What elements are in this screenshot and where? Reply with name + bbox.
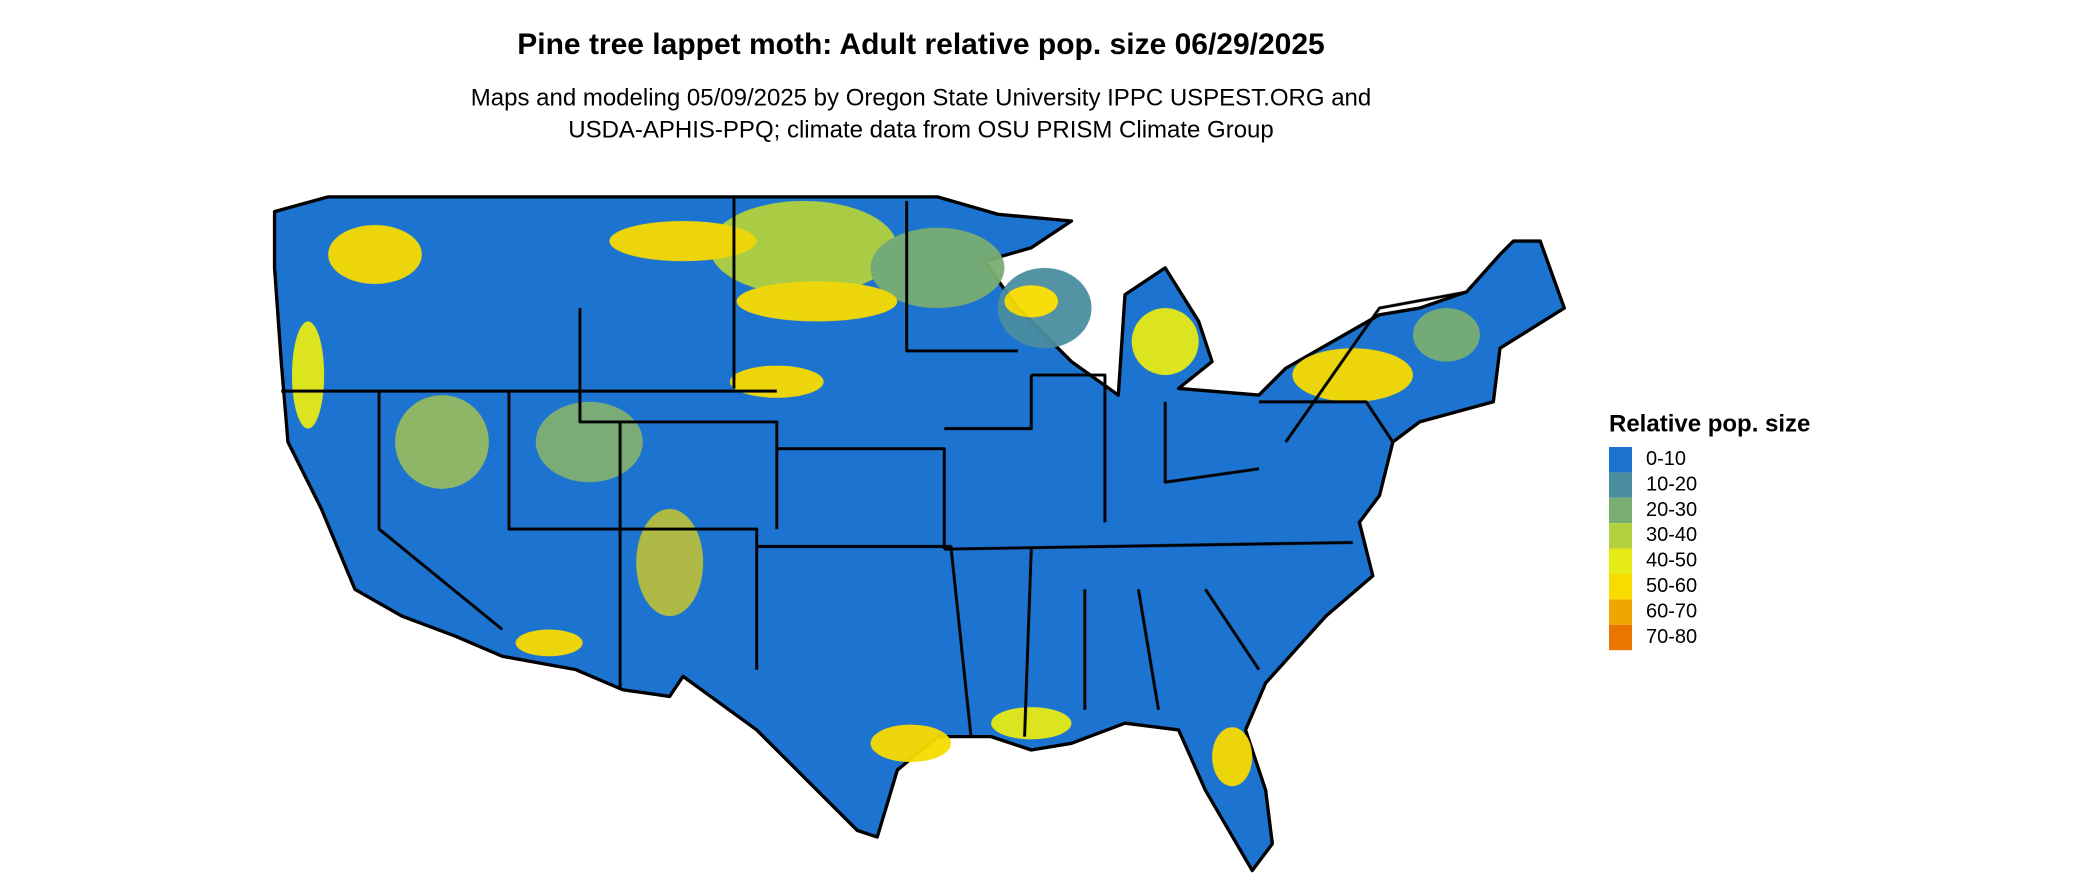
legend-swatch: [1609, 624, 1632, 651]
state-borders: [281, 196, 1467, 737]
legend-swatch: [1609, 574, 1632, 600]
legend-swatch: [1609, 599, 1632, 625]
legend-swatch: [1609, 523, 1632, 549]
legend-swatch: [1609, 472, 1632, 498]
legend-swatch: [1609, 497, 1632, 524]
title: Pine tree lappet moth: Adult relative po…: [517, 28, 1324, 61]
legend-label: 60-70: [1646, 600, 1697, 622]
legend-swatch: [1609, 548, 1632, 574]
legend-label: 30-40: [1646, 524, 1697, 546]
legend: Relative pop. size 0-10 10-20 20-30 30-40 40…: [1609, 410, 1810, 651]
legend-swatch: [1609, 447, 1632, 473]
legend-label: 70-80: [1646, 626, 1697, 648]
subtitle: Maps and modeling 05/09/2025 by Oregon S…: [471, 84, 1371, 111]
legend-label: 10-20: [1646, 473, 1697, 495]
legend-label: 0-10: [1646, 448, 1686, 470]
us-map: [272, 195, 1566, 873]
legend-label: 20-30: [1646, 499, 1697, 521]
us-outline: [272, 195, 1566, 873]
legend-title: Relative pop. size: [1609, 410, 1810, 437]
legend-label: 40-50: [1646, 550, 1697, 572]
subtitle: USDA-APHIS-PPQ; climate data from OSU PR…: [568, 116, 1274, 143]
legend-label: 50-60: [1646, 575, 1697, 597]
